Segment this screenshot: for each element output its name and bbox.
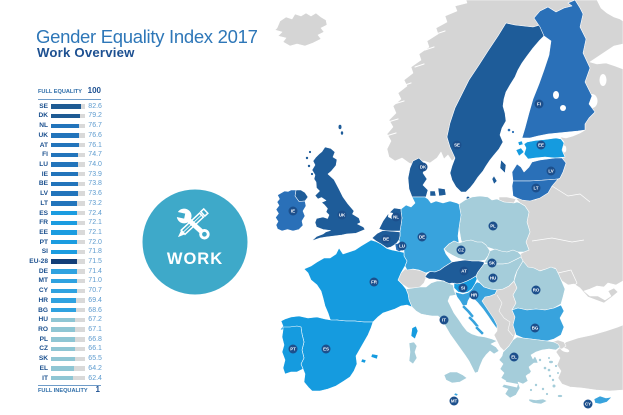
svg-text:RO: RO bbox=[533, 288, 540, 293]
svg-text:LV: LV bbox=[548, 169, 553, 174]
svg-text:LU: LU bbox=[399, 244, 405, 249]
svg-text:BG: BG bbox=[532, 326, 539, 331]
svg-text:HU: HU bbox=[490, 276, 496, 281]
svg-text:SE: SE bbox=[454, 143, 460, 148]
svg-text:DK: DK bbox=[420, 165, 427, 170]
svg-text:UK: UK bbox=[339, 213, 346, 218]
svg-text:IE: IE bbox=[291, 209, 295, 214]
svg-text:FR: FR bbox=[371, 280, 378, 285]
svg-text:WORK: WORK bbox=[167, 250, 223, 268]
svg-text:CZ: CZ bbox=[458, 248, 464, 253]
svg-text:ES: ES bbox=[323, 347, 329, 352]
svg-text:LT: LT bbox=[533, 186, 538, 191]
svg-text:AT: AT bbox=[461, 269, 467, 274]
svg-text:SK: SK bbox=[489, 261, 496, 266]
svg-text:HR: HR bbox=[471, 293, 478, 298]
svg-text:NL: NL bbox=[393, 215, 399, 220]
svg-text:EL: EL bbox=[511, 355, 517, 360]
svg-text:PL: PL bbox=[490, 224, 496, 229]
svg-text:MT: MT bbox=[451, 399, 458, 404]
svg-text:DE: DE bbox=[419, 235, 425, 240]
svg-text:EE: EE bbox=[538, 143, 544, 148]
svg-text:IT: IT bbox=[442, 318, 446, 323]
svg-text:FI: FI bbox=[537, 102, 541, 107]
svg-text:PT: PT bbox=[290, 347, 296, 352]
svg-text:CY: CY bbox=[585, 402, 591, 407]
svg-text:SI: SI bbox=[461, 286, 465, 291]
svg-text:BE: BE bbox=[383, 237, 389, 242]
